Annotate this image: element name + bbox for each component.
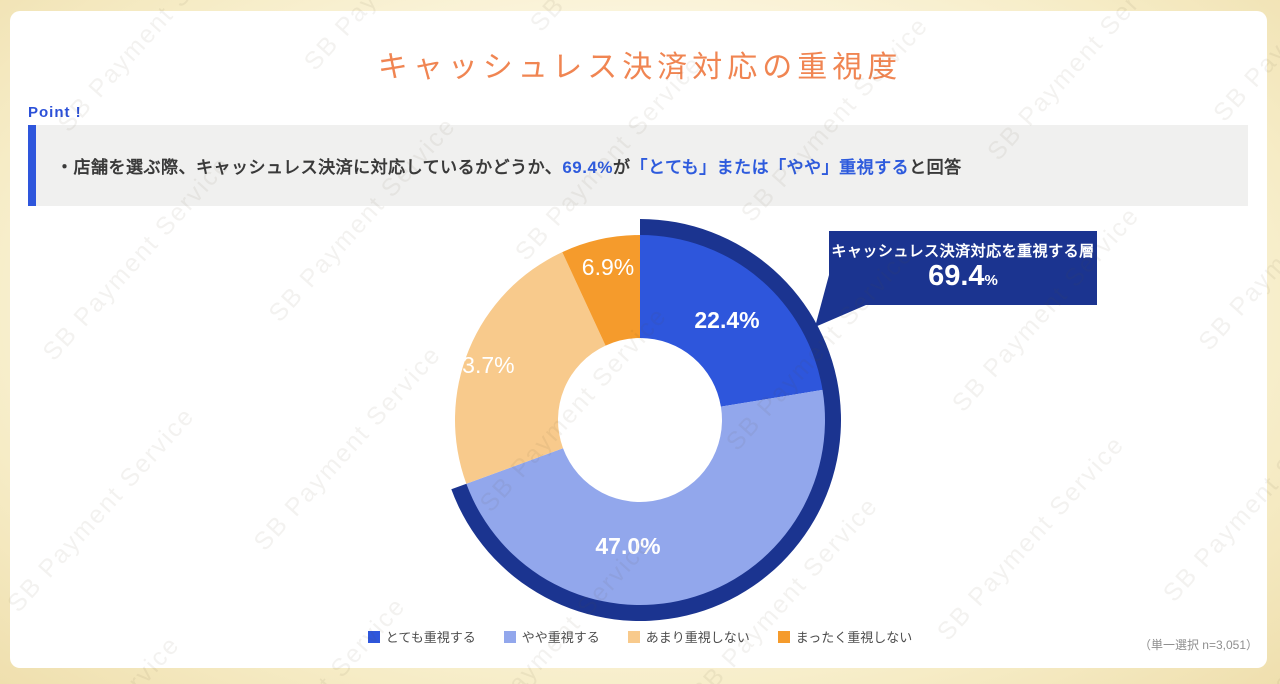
callout-value-unit: % [984,272,998,289]
donut-chart: 22.4% 47.0% 23.7% 6.9% [449,219,841,621]
legend-label: やや重視する [521,630,600,645]
chart-legend: とても重視する やや重視する あまり重視しない まったく重視しない [0,627,1280,646]
callout-value-number: 69.4 [928,260,985,292]
point-text-emphasis: 69.4% [562,158,614,177]
legend-label: とても重視する [385,630,476,645]
legend-item-0: とても重視する [367,627,476,646]
callout-value: 69.4% [829,261,1097,296]
slice-value-label: 23.7% [449,352,514,378]
point-box: ・店舗を選ぶ際、キャッシュレス決済に対応しているかどうか、69.4%が「とても」… [28,125,1248,206]
donut-slice-3 [562,235,640,346]
legend-swatch [503,630,516,643]
legend-swatch [627,630,640,643]
legend-label: まったく重視しない [795,630,913,645]
survey-footnote: （単一選択 n=3,051） [1138,638,1258,652]
legend-item-3: まったく重視しない [777,627,913,646]
donut-slice-0 [640,235,823,407]
point-text-segment: ・店舗を選ぶ際、キャッシュレス決済に対応しているかどうか、 [56,158,563,177]
donut-slice-1 [466,389,825,606]
point-text: ・店舗を選ぶ際、キャッシュレス決済に対応しているかどうか、69.4%が「とても」… [56,153,962,178]
callout-title: キャッシュレス決済対応を重視する層 [831,243,1095,260]
point-text-emphasis: 「とても」または「やや」重視する [630,158,910,177]
slice-value-label: 6.9% [582,254,634,280]
slice-value-label: 22.4% [694,307,759,333]
legend-item-1: やや重視する [503,627,600,646]
point-text-segment: が [613,158,631,177]
legend-swatch [777,630,790,643]
slice-value-label: 47.0% [595,533,660,559]
point-label: Point ! [28,104,82,121]
donut-slice-2 [455,252,606,484]
page-title: キャッシュレス決済対応の重視度 [377,51,903,84]
legend-item-2: あまり重視しない [627,627,750,646]
legend-swatch [367,630,380,643]
legend-label: あまり重視しない [645,630,750,645]
highlight-callout: キャッシュレス決済対応を重視する層 69.4% [829,231,1097,305]
point-text-segment: と回答 [909,158,962,177]
